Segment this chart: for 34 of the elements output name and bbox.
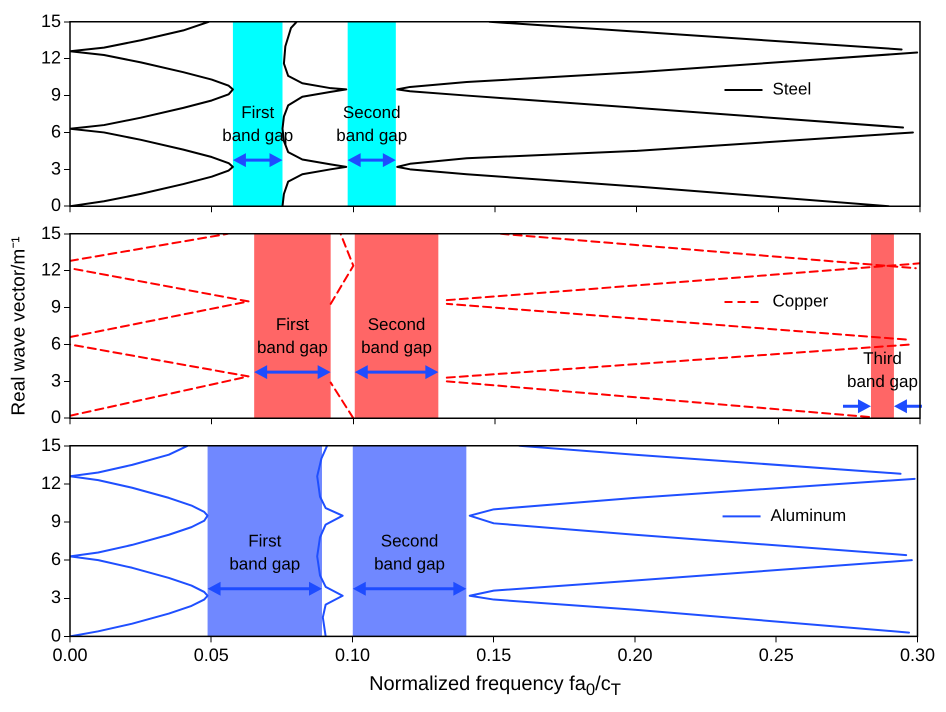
legend-label: Copper [772, 292, 829, 311]
band-label: Second band gap [361, 314, 432, 357]
x-tick-label: 0.10 [334, 645, 370, 666]
band-label: First band gap [256, 314, 328, 357]
x-axis-title: Normalized frequency fa$_{0}$/c$_{T}$ [368, 672, 622, 701]
x-tick-label: 0.05 [194, 645, 229, 666]
x-tick-label: 0.30 [900, 645, 936, 666]
y-tick-label: 6 [50, 549, 61, 570]
y-axis-title: Real wave vector/m⁻¹ [8, 236, 30, 416]
legend-label: Aluminum [770, 506, 846, 526]
y-tick-label: 3 [50, 587, 61, 608]
y-tick-label: 6 [50, 333, 61, 354]
x-tick-label: 0.00 [52, 645, 88, 666]
y-tick-label: 15 [40, 222, 61, 243]
legend-label: Steel [772, 80, 812, 99]
y-tick-label: 0 [50, 407, 61, 428]
band-label: Second band gap [374, 531, 446, 574]
y-tick-label: 15 [40, 434, 61, 455]
y-tick-label: 0 [50, 195, 61, 216]
x-tick-label: 0.20 [617, 645, 653, 666]
y-tick-label: 12 [40, 260, 61, 280]
y-tick-label: 9 [50, 511, 61, 532]
y-tick-label: 12 [40, 472, 61, 493]
band-label: First band gap [229, 531, 300, 574]
y-tick-label: 15 [40, 10, 61, 31]
y-tick-label: 12 [40, 48, 61, 68]
y-tick-label: 6 [50, 121, 61, 142]
y-tick-label: 9 [50, 84, 61, 105]
y-tick-label: 9 [50, 296, 61, 317]
y-tick-label: 3 [50, 370, 61, 390]
y-tick-label: 0 [50, 625, 61, 646]
x-tick-label: 0.25 [758, 645, 794, 666]
x-tick-label: 0.15 [476, 645, 512, 666]
y-tick-label: 3 [50, 158, 61, 178]
